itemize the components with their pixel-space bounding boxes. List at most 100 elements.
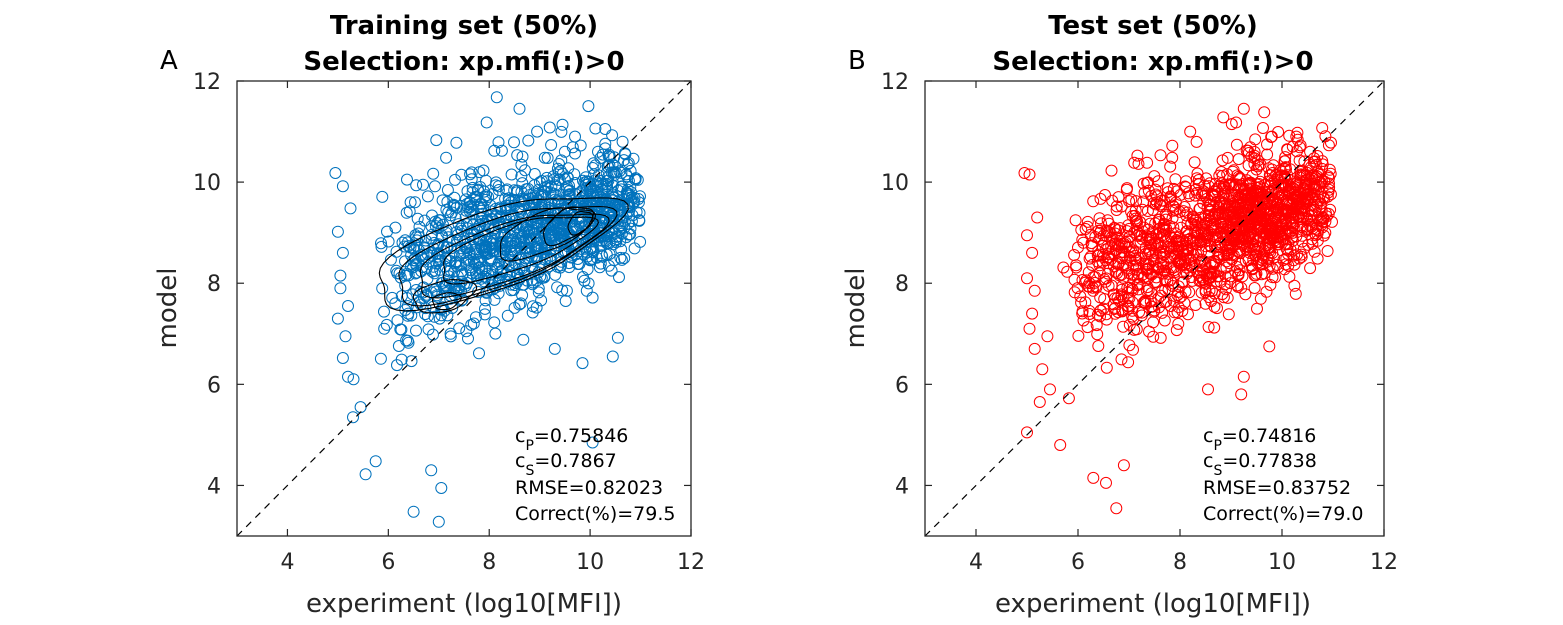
- scatter-point: [1271, 208, 1283, 220]
- panel-b-y-axis-label: model: [841, 268, 871, 349]
- scatter-point: [1041, 330, 1054, 343]
- scatter-point: [503, 270, 516, 283]
- panel-a-stat-cs: cS=0.7867: [515, 450, 617, 479]
- scatter-point: [1100, 361, 1113, 374]
- scatter-point: [1094, 291, 1107, 304]
- scatter-point: [336, 180, 349, 193]
- scatter-point: [440, 226, 453, 239]
- scatter-point: [540, 241, 553, 254]
- scatter-point: [1110, 257, 1123, 270]
- scatter-point: [522, 134, 535, 147]
- scatter-point: [375, 237, 387, 250]
- scatter-point: [577, 194, 590, 207]
- scatter-point: [1230, 231, 1243, 243]
- scatter-point: [1189, 219, 1202, 231]
- scatter-point: [427, 167, 440, 180]
- scatter-point: [516, 150, 529, 163]
- scatter-point: [347, 411, 359, 424]
- scatter-point: [515, 158, 528, 171]
- panel-a-y-tick-label: 6: [207, 373, 221, 398]
- scatter-point: [384, 253, 397, 266]
- panel-a-stat-correct: Correct(%)=79.5: [515, 503, 675, 525]
- scatter-point: [1204, 271, 1217, 284]
- scatter-point: [421, 310, 434, 323]
- scatter-point: [1117, 459, 1130, 472]
- scatter-point: [1092, 249, 1105, 262]
- scatter-point: [1210, 183, 1223, 196]
- scatter-point: [1158, 264, 1171, 277]
- panel-a-axes-box: [236, 80, 692, 537]
- scatter-point: [1166, 151, 1179, 164]
- scatter-point: [613, 271, 625, 284]
- scatter-point: [1314, 187, 1327, 200]
- scatter-point: [1134, 235, 1147, 248]
- scatter-point: [562, 185, 575, 198]
- scatter-point: [1282, 238, 1295, 251]
- scatter-point: [488, 144, 501, 157]
- scatter-point: [402, 336, 415, 349]
- scatter-point: [1281, 143, 1294, 156]
- scatter-point: [450, 136, 463, 149]
- panel-a-x-tick-label: 6: [381, 550, 395, 575]
- scatter-point: [1081, 280, 1094, 293]
- scatter-point: [1110, 200, 1123, 213]
- scatter-point: [430, 134, 443, 147]
- scatter-point: [600, 167, 613, 180]
- scatter-point: [1091, 328, 1104, 341]
- scatter-point: [473, 219, 486, 232]
- scatter-point: [1324, 203, 1337, 216]
- scatter-point: [1149, 198, 1162, 211]
- scatter-point: [1179, 258, 1191, 271]
- scatter-point: [1148, 304, 1161, 317]
- scatter-point: [1018, 167, 1031, 179]
- density-contour: [567, 210, 594, 236]
- scatter-point: [562, 240, 574, 253]
- scatter-point: [493, 279, 506, 292]
- scatter-point: [391, 359, 403, 372]
- panel-b-scatter-points: [1018, 102, 1338, 515]
- scatter-point: [1026, 246, 1039, 259]
- scatter-point: [555, 125, 568, 138]
- scatter-point: [1167, 182, 1180, 195]
- scatter-point: [1234, 173, 1247, 186]
- scatter-point: [543, 121, 556, 134]
- panel-a-ticks: 4 6 8 10 12 4 6 8 10 12: [193, 70, 705, 575]
- scatter-point: [1044, 383, 1056, 396]
- scatter-point: [1189, 214, 1202, 227]
- scatter-point: [599, 123, 612, 135]
- scatter-point: [421, 190, 434, 203]
- scatter-point: [614, 251, 627, 264]
- scatter-point: [593, 261, 606, 274]
- scatter-point: [587, 187, 600, 200]
- scatter-point: [386, 291, 399, 304]
- scatter-point: [1195, 255, 1208, 268]
- scatter-point: [538, 185, 551, 198]
- scatter-point: [508, 184, 521, 197]
- scatter-point: [1081, 215, 1094, 228]
- scatter-point: [411, 212, 424, 225]
- scatter-point: [1237, 102, 1250, 115]
- scatter-point: [1301, 212, 1313, 225]
- scatter-point: [460, 325, 473, 338]
- scatter-point: [1069, 214, 1082, 227]
- scatter-point: [581, 175, 594, 188]
- scatter-point: [590, 251, 603, 264]
- scatter-point: [1202, 383, 1214, 396]
- scatter-point: [1156, 306, 1169, 319]
- panel-a-letter: A: [160, 46, 178, 76]
- scatter-point: [454, 233, 466, 246]
- scatter-point: [1223, 224, 1236, 237]
- scatter-point: [526, 306, 539, 319]
- scatter-point: [1209, 189, 1222, 202]
- scatter-point: [574, 139, 587, 152]
- scatter-point: [1023, 168, 1036, 181]
- scatter-point: [1179, 181, 1192, 194]
- panel-a-title-line2: Selection: xp.mfi(:)>0: [303, 47, 624, 77]
- scatter-point: [1099, 189, 1111, 201]
- scatter-point: [1303, 218, 1316, 231]
- scatter-point: [1152, 262, 1165, 275]
- scatter-point: [375, 240, 388, 253]
- scatter-point: [1216, 220, 1229, 233]
- scatter-point: [1199, 297, 1212, 310]
